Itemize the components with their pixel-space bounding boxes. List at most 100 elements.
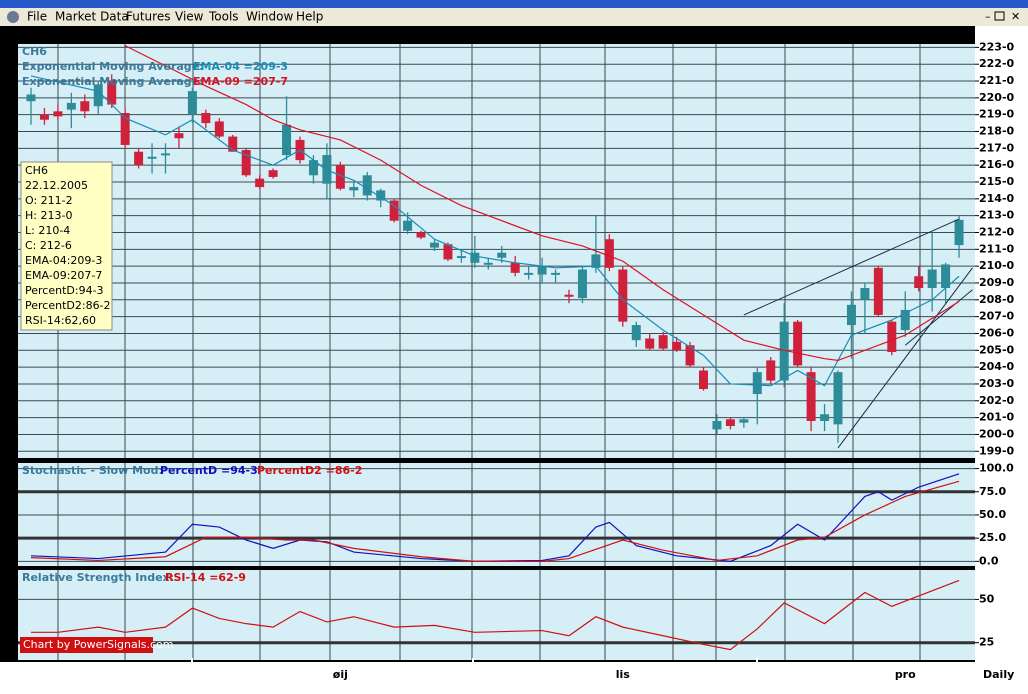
y-tick-label: 50.0 [979, 508, 1006, 521]
y-tick-label: 202-0 [979, 394, 1015, 407]
y-tick-label: 199-0 [979, 444, 1015, 457]
y-tick-label: 210-0 [979, 259, 1015, 272]
indicator-line [30, 480, 960, 562]
menu-item[interactable]: View [175, 10, 204, 24]
trend-line [837, 267, 973, 449]
menu-item[interactable]: Tools [208, 10, 239, 24]
tooltip-line: PercentD:94-3 [25, 284, 104, 297]
candle-body [228, 136, 238, 152]
panel [18, 44, 975, 458]
y-tick-label: 215-0 [979, 175, 1015, 188]
legend-indicator: Exponential Moving Average: [22, 60, 204, 73]
candle-body [914, 276, 924, 289]
tooltip-line: EMA-04:209-3 [25, 254, 102, 267]
window-controls: – ✕ [985, 10, 1020, 23]
menu-item[interactable]: Help [296, 10, 323, 24]
candle-body [833, 372, 843, 425]
candle-body [268, 170, 278, 177]
candle-body [66, 102, 76, 110]
candle-body [174, 133, 184, 139]
candle-body [80, 101, 90, 112]
y-tick-label: 200-0 [979, 427, 1015, 440]
y-tick-label: 205-0 [979, 343, 1015, 356]
axis-area [975, 26, 1028, 662]
candle-body [389, 200, 399, 221]
trend-line [904, 289, 973, 346]
y-tick-label: 204-0 [979, 360, 1015, 373]
candle-body [806, 372, 816, 421]
candle-body [900, 309, 910, 331]
indicator-line [30, 75, 960, 387]
candle-body [443, 244, 453, 260]
tooltip-line: CH6 [25, 164, 48, 177]
indicator-line [30, 473, 960, 562]
tooltip-line: H: 213-0 [25, 209, 72, 222]
candle-body [201, 113, 211, 124]
trend-line [743, 218, 960, 316]
candle-body [161, 153, 170, 156]
candle-body [752, 372, 762, 395]
candle-body [631, 325, 641, 341]
candle-body [362, 175, 372, 196]
candle-body [510, 262, 520, 273]
candle-body [107, 81, 117, 105]
candle-body [873, 267, 883, 315]
candle-body [26, 94, 36, 102]
candle-body [591, 254, 601, 268]
candle-body [187, 91, 197, 115]
menu-item[interactable]: Futures [126, 10, 170, 24]
candle-body [53, 111, 63, 117]
legend-entry: EMA-09 =207-7 [193, 75, 288, 88]
close[interactable]: ✕ [1011, 10, 1020, 23]
y-tick-label: 50 [979, 592, 995, 605]
y-tick-label: 223-0 [979, 40, 1015, 53]
candle-body [604, 239, 614, 268]
candle-body [430, 242, 439, 248]
legend-entry: RSI-14 =62-9 [165, 571, 246, 584]
candle-body [147, 156, 157, 159]
indicator-line [124, 45, 960, 362]
candle-body [685, 345, 695, 366]
y-tick-label: 201-0 [979, 411, 1015, 424]
candle-body [470, 252, 480, 263]
candle-body [941, 264, 951, 289]
candle-body [887, 321, 897, 352]
candle-body [618, 269, 628, 322]
candle-body [456, 256, 466, 259]
candle-body [93, 84, 103, 107]
candle-body [846, 304, 856, 326]
x-tick-label: lis [616, 668, 631, 681]
tooltip-line: C: 212-6 [25, 239, 72, 252]
y-tick-label: 213-0 [979, 209, 1015, 222]
restore[interactable] [994, 11, 1005, 21]
candle-body [551, 272, 561, 275]
panel-title: Stochastic - Slow Mod: [22, 464, 163, 477]
y-tick-label: 221-0 [979, 74, 1015, 87]
legend-entry: PercentD =94-3 [160, 464, 258, 477]
candle-body [134, 151, 144, 166]
candle-body [725, 419, 735, 427]
candle-body [739, 419, 749, 423]
legend-entry: EMA-04 =209-3 [193, 60, 288, 73]
y-tick-label: 218-0 [979, 125, 1015, 138]
candle-body [860, 288, 870, 300]
tooltip-box [20, 161, 113, 331]
candle-body [779, 321, 789, 381]
candle-body [483, 262, 493, 265]
candle-body [282, 124, 292, 156]
minimize[interactable]: – [985, 10, 991, 23]
menu-item[interactable]: File [27, 10, 47, 24]
watermark: Chart by PowerSignals.com [23, 638, 173, 651]
menu-item[interactable]: Window [246, 10, 294, 24]
y-tick-label: 206-0 [979, 326, 1015, 339]
menu-item[interactable]: Market Data [55, 10, 129, 24]
y-tick-label: 209-0 [979, 276, 1015, 289]
candle-body [308, 160, 318, 176]
tooltip-line: EMA-09:207-7 [25, 269, 102, 282]
tooltip-line: 22.12.2005 [25, 179, 88, 192]
tooltip-line: RSI-14:62,60 [25, 314, 96, 327]
chart-title: CH6 [22, 45, 47, 58]
y-tick-label: 219-0 [979, 108, 1015, 121]
